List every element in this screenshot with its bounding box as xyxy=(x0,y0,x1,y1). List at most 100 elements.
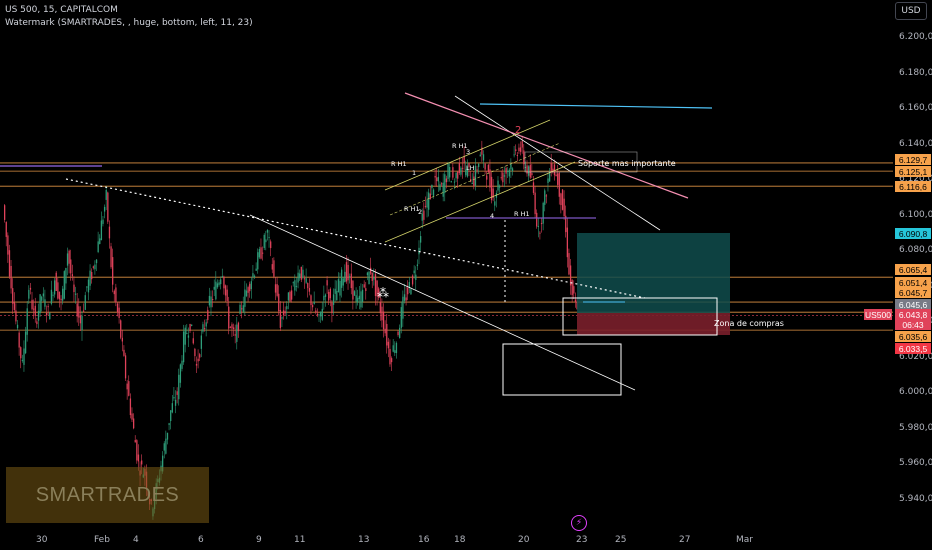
candle-body xyxy=(384,328,386,334)
candle-body xyxy=(324,294,327,297)
candle-body xyxy=(569,265,572,286)
candle-body xyxy=(469,179,472,182)
candle-body xyxy=(545,195,548,197)
time-tick: 4 xyxy=(133,535,139,545)
candle-body xyxy=(320,311,322,317)
candle-body xyxy=(518,147,520,152)
candle-body xyxy=(302,269,304,278)
candle-body xyxy=(261,252,264,254)
candle-body xyxy=(79,315,82,324)
candle-body xyxy=(76,303,78,317)
candle-body xyxy=(479,154,481,157)
candle-body xyxy=(255,268,257,271)
candle-body xyxy=(260,247,262,259)
chart-area[interactable]: Zona de compras Soporte mas importante R H… xyxy=(0,0,893,530)
candle-body xyxy=(70,259,72,274)
candle-body xyxy=(165,438,167,454)
candle-body xyxy=(174,399,177,406)
time-tick: 20 xyxy=(518,535,530,545)
candle-body xyxy=(565,215,567,233)
candle-body xyxy=(400,307,402,328)
candle-body xyxy=(270,241,272,249)
time-tick: 6 xyxy=(198,535,204,545)
candle-body xyxy=(307,283,309,289)
candle-body xyxy=(481,147,483,155)
lightning-icon[interactable]: ⚡ xyxy=(571,515,587,531)
candle-body xyxy=(531,173,533,176)
candle-body xyxy=(266,230,269,233)
candle-body xyxy=(424,205,427,207)
price-badge: 6.129,7 xyxy=(895,154,931,165)
candle-body xyxy=(387,341,390,349)
candle-body xyxy=(84,295,86,310)
wave-label-4: 1 xyxy=(412,169,416,177)
candle-body xyxy=(18,332,20,348)
candle-body xyxy=(257,252,259,270)
candle-body xyxy=(268,236,270,238)
candle-body xyxy=(321,308,323,320)
candle-body xyxy=(361,289,364,302)
price-tick: 6.180,0 xyxy=(899,67,932,78)
price-chart[interactable]: Zona de compras Soporte mas importante R H… xyxy=(0,0,893,530)
currency-button[interactable]: USD xyxy=(895,2,927,20)
candle-body xyxy=(382,311,385,330)
candle-body xyxy=(413,270,415,274)
candle-body xyxy=(29,287,32,290)
candle-body xyxy=(365,288,367,292)
candle-body xyxy=(373,276,375,280)
time-tick: Feb xyxy=(94,535,110,545)
candle-body xyxy=(447,163,449,179)
candle-body xyxy=(507,171,509,173)
candle-body xyxy=(176,391,178,395)
candle-body xyxy=(457,171,459,179)
candle-body xyxy=(55,272,57,292)
price-axis[interactable]: 6.200,0 6.180,0 6.160,0 6.140,0 6.120,0 6.100… xyxy=(893,0,932,550)
candle-body xyxy=(289,291,291,302)
candle-body xyxy=(71,274,74,277)
candle-body xyxy=(526,165,528,174)
candle-body xyxy=(223,276,225,289)
candle-body xyxy=(281,317,283,319)
candle-body xyxy=(379,302,381,314)
candle-body xyxy=(42,293,44,297)
candle-body xyxy=(273,260,275,277)
price-tick: 6.200,0 xyxy=(899,32,932,42)
candle-body xyxy=(332,294,335,305)
candle-body xyxy=(429,193,431,200)
candle-body xyxy=(350,273,352,289)
price-tick: 6.160,0 xyxy=(899,103,932,114)
time-axis[interactable]: 30 Feb 4 6 9 11 13 16 18 20 23 25 27 Mar xyxy=(0,530,893,550)
candle-body xyxy=(118,307,120,318)
candle-body xyxy=(519,147,522,152)
symbol-title[interactable]: US 500, 15, CAPITALCOM xyxy=(5,5,118,15)
candle-body xyxy=(265,239,267,243)
indicator-legend[interactable]: Watermark (SMARTRADES, , huge, bottom, l… xyxy=(5,18,253,28)
candle-body xyxy=(550,162,552,171)
candle-body xyxy=(421,213,423,221)
candle-body xyxy=(416,264,419,267)
candle-body xyxy=(308,288,311,292)
candle-body xyxy=(449,166,451,178)
candle-body xyxy=(52,294,54,296)
candle-body xyxy=(107,192,109,222)
candle-body xyxy=(278,293,280,312)
candle-body xyxy=(81,315,83,331)
candle-body xyxy=(339,280,341,296)
candle-body xyxy=(203,328,206,330)
candle-body xyxy=(163,443,165,451)
trendline-down xyxy=(249,214,636,391)
candle-body xyxy=(436,177,438,182)
candle-body xyxy=(490,176,493,201)
price-badge: 6.045,7 xyxy=(895,287,931,298)
candle-body xyxy=(236,324,238,342)
candle-body xyxy=(303,278,306,280)
candle-body xyxy=(445,178,448,183)
time-tick: 16 xyxy=(418,535,430,545)
candle-body xyxy=(244,289,246,307)
candle-body xyxy=(363,284,365,288)
candle-body xyxy=(33,308,35,310)
price-tick: 5.980,0 xyxy=(899,422,932,433)
price-badge: 6.065,4 xyxy=(895,264,931,275)
candle-body xyxy=(252,273,254,277)
candle-body xyxy=(466,166,469,177)
